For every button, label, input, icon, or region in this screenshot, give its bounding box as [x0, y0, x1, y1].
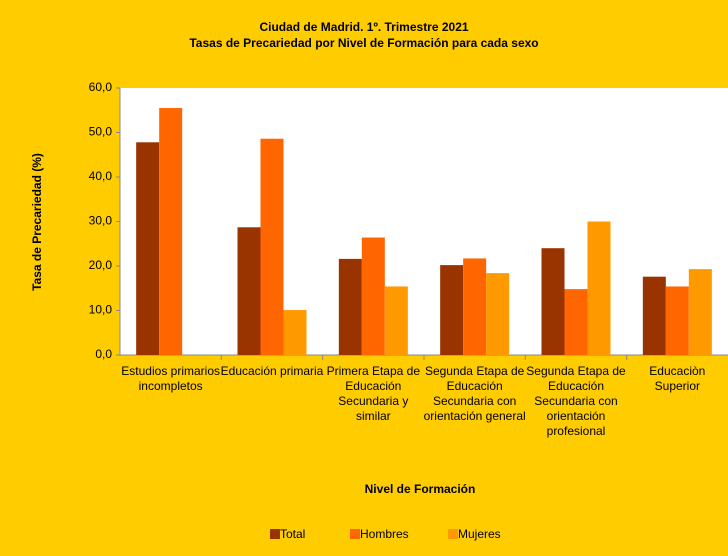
bar: [159, 108, 183, 356]
y-tick-label: 40,0: [89, 169, 113, 183]
y-tick-label: 20,0: [89, 258, 113, 272]
y-tick-label: 50,0: [89, 125, 113, 139]
x-tick-label: Educaciòn Superior: [649, 364, 706, 393]
chart-subtitle: Tasas de Precariedad por Nivel de Formac…: [189, 36, 538, 50]
y-tick-label: 30,0: [89, 214, 113, 228]
bar: [587, 221, 611, 355]
x-tick-label: Educación primaria: [220, 364, 324, 378]
x-axis-label: Nivel de Formación: [365, 482, 476, 496]
bar: [237, 227, 261, 355]
bar: [361, 237, 385, 355]
y-axis-label: Tasa de Precariedad (%): [30, 153, 44, 291]
bar: [564, 289, 588, 355]
bar: [665, 286, 689, 355]
y-tick-label: 0,0: [95, 347, 112, 361]
chart-title: Ciudad de Madrid. 1º. Trimestre 2021: [259, 20, 468, 34]
bar: [440, 265, 464, 355]
bar: [688, 269, 712, 355]
bar: [541, 248, 565, 355]
x-tick-label: Primera Etapa de Educación Secundaria y …: [326, 364, 421, 423]
y-tick-label: 60,0: [89, 80, 113, 94]
legend-swatch: [270, 529, 280, 539]
legend-swatch: [350, 529, 360, 539]
x-tick-label: Segunda Etapa de Educación Secundaria co…: [526, 364, 626, 438]
bar: [338, 258, 362, 355]
x-tick-label: Estudios primarios incompletos: [121, 364, 220, 393]
legend-label: Hombres: [360, 527, 409, 541]
legend-swatch: [448, 529, 458, 539]
bar: [486, 273, 510, 355]
bar: [463, 258, 487, 355]
bar: [642, 276, 666, 355]
legend-label: Total: [280, 527, 305, 541]
y-tick-label: 10,0: [89, 303, 113, 317]
bar: [260, 138, 284, 355]
legend-label: Mujeres: [458, 527, 501, 541]
x-tick-label: Segunda Etapa de Educación Secundaria co…: [423, 364, 526, 423]
bar: [384, 286, 408, 355]
bar: [136, 142, 160, 355]
bar: [283, 310, 307, 355]
plot-area: [120, 88, 728, 355]
